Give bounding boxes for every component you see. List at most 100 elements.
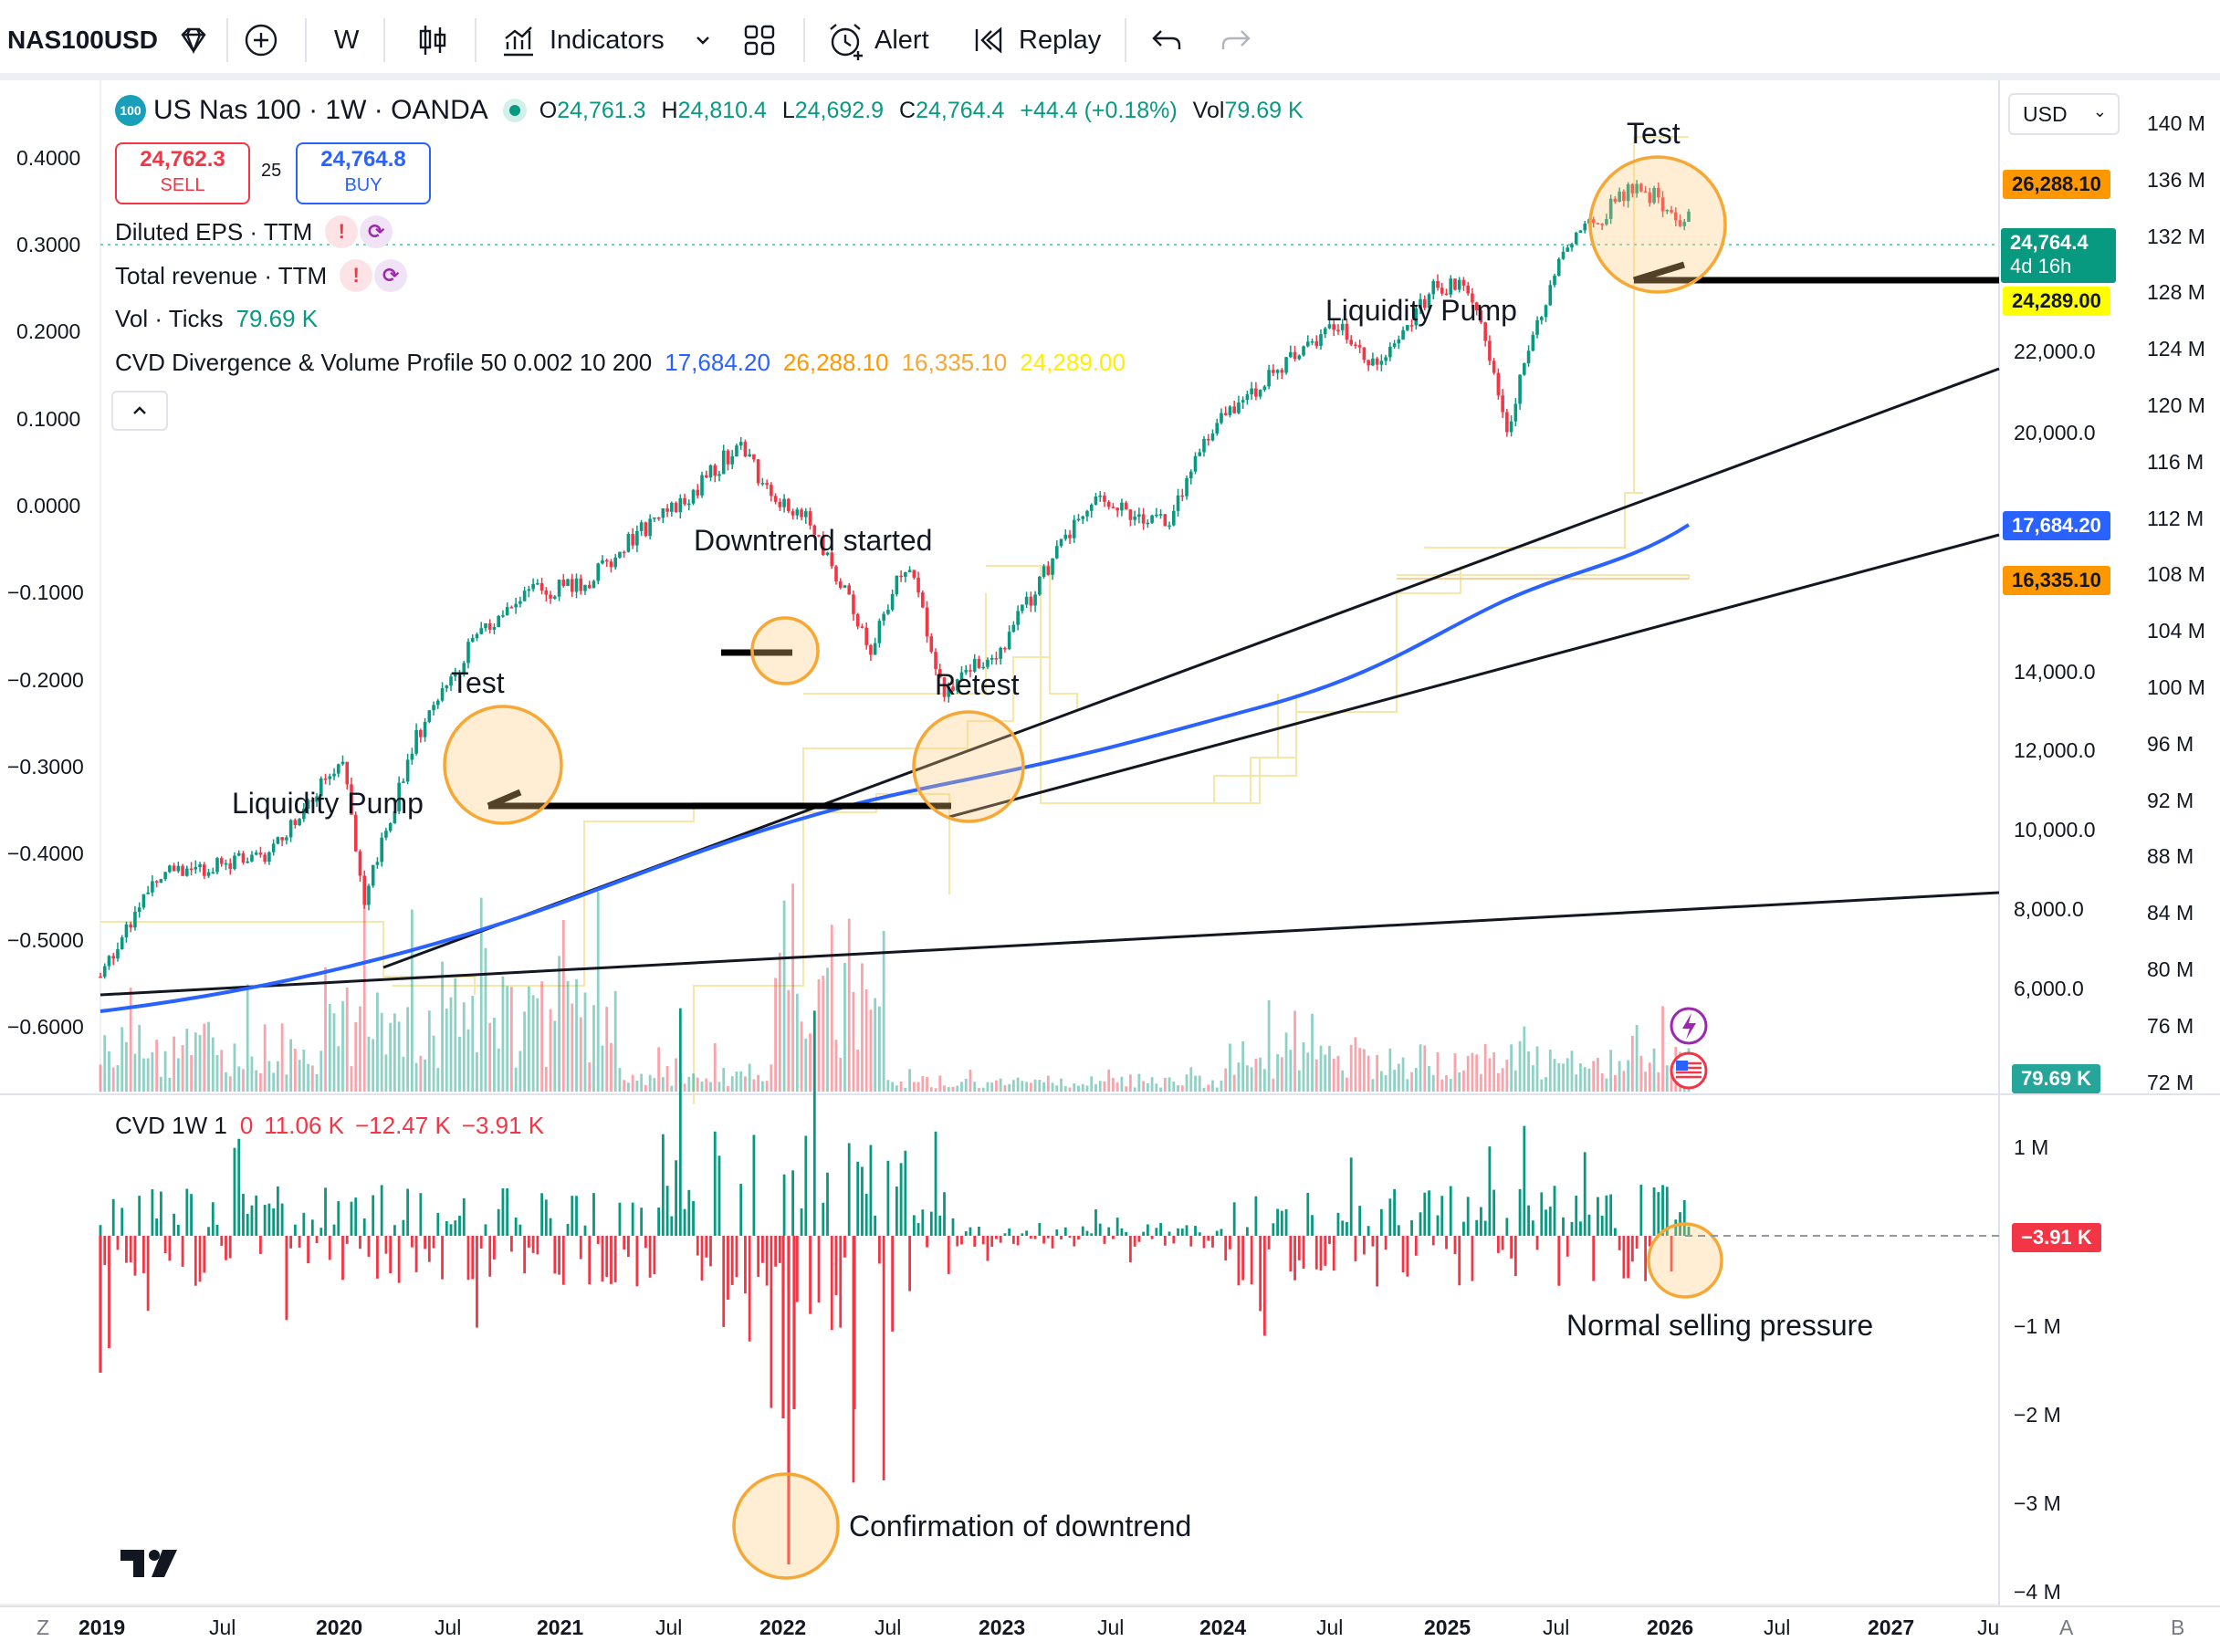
candle-body (1523, 363, 1526, 375)
time-axis-label: Jul (1543, 1615, 1570, 1639)
collapse-legend-button[interactable] (111, 391, 168, 431)
warning-icon[interactable]: ! (325, 215, 359, 248)
candle-body (168, 865, 172, 873)
volume-bar (1557, 1062, 1561, 1092)
redo-icon[interactable] (1220, 15, 1252, 66)
indicator-cvd-vp-row[interactable]: CVD Divergence & Volume Profile 50 0.002… (115, 349, 1126, 377)
candle-body (1509, 421, 1513, 433)
cvd-bar (929, 1211, 933, 1236)
candle-body (375, 862, 380, 865)
chart-canvas[interactable] (0, 80, 2220, 1652)
cvd-bar (596, 1236, 600, 1244)
currency-select[interactable]: USD ⌄ (2008, 93, 2120, 135)
cvd-bar (661, 1134, 665, 1236)
candle-body (1561, 251, 1566, 259)
volume-bar (1098, 1081, 1102, 1092)
chevron-down-icon[interactable] (692, 15, 714, 66)
cvd-bar (211, 1202, 215, 1236)
symbol-title[interactable]: US Nas 100 · 1W · OANDA (153, 95, 488, 125)
volume-bar (531, 995, 535, 1092)
indicator-eps-row[interactable]: Diluted EPS · TTM ! ⟳ (115, 215, 393, 248)
volume-axis-label: 96 M (2147, 731, 2194, 756)
cvd-bar (735, 1236, 738, 1278)
candle-body (843, 585, 847, 588)
replay-button[interactable]: Replay (971, 15, 1101, 66)
candle-body (738, 442, 743, 446)
candle-body (1272, 370, 1275, 373)
volume-bar (1562, 1063, 1565, 1092)
volume-bar (1237, 1062, 1241, 1092)
volume-bar (289, 1039, 293, 1092)
cvd-bar (1324, 1236, 1327, 1266)
volume-bar (108, 1051, 110, 1092)
volume-bar (1462, 1070, 1465, 1092)
auto-scale-button[interactable]: A (2059, 1615, 2074, 1639)
indicator-vol-ticks-row[interactable]: Vol · Ticks 79.69 K (115, 305, 318, 333)
volume-bar (410, 909, 414, 1092)
volume-bar (675, 1058, 677, 1092)
volume-bar (774, 978, 778, 1092)
cvd-bar (328, 1236, 331, 1260)
volume-bar (951, 1086, 955, 1092)
cvd-bar (1229, 1236, 1231, 1249)
cvd-bar (882, 1236, 885, 1480)
volume-bar (891, 1082, 895, 1092)
cvd-bar (1496, 1236, 1500, 1253)
candle-body (804, 511, 808, 518)
indicator-revenue-row[interactable]: Total revenue · TTM ! ⟳ (115, 259, 408, 292)
volume-bar (683, 1083, 686, 1092)
volume-bar (1038, 1080, 1042, 1092)
volume-bar (558, 956, 560, 1092)
cvd-pane-legend[interactable]: CVD 1W 1 0 11.06 K −12.47 K −3.91 K (115, 1112, 544, 1140)
layout-grid-icon[interactable] (741, 15, 778, 66)
cvd-bar (804, 1135, 808, 1236)
volume-bar (302, 1050, 306, 1092)
candle-body (236, 852, 241, 856)
lightning-event-icon[interactable] (1670, 1007, 1708, 1045)
warning-icon[interactable]: ! (340, 259, 373, 292)
volume-bar (414, 1062, 418, 1092)
refresh-icon[interactable]: ⟳ (374, 259, 408, 292)
cvd-bar (926, 1236, 928, 1248)
cvd-bar (544, 1199, 548, 1236)
volume-bar (1618, 1061, 1621, 1092)
interval-button[interactable]: W (334, 25, 360, 55)
symbol-search-button[interactable]: NAS100USD (7, 26, 158, 54)
diamond-icon[interactable] (175, 15, 212, 66)
cvd-bar (1614, 1228, 1617, 1236)
price-candles (99, 180, 1691, 979)
add-symbol-icon[interactable] (243, 15, 279, 66)
cvd-bar (298, 1236, 301, 1248)
time-axis-label: 2020 (316, 1615, 363, 1639)
cvd-bar (947, 1236, 950, 1274)
candles-icon[interactable] (414, 15, 451, 66)
alert-button[interactable]: Alert (825, 15, 929, 66)
symbol-logo-badge: 100 (115, 95, 146, 126)
cvd-bar (237, 1138, 241, 1236)
candle-body (1357, 345, 1362, 348)
volume-bar (1492, 1052, 1496, 1092)
cvd-bar (1068, 1236, 1072, 1239)
volume-bar (1185, 1074, 1189, 1092)
cvd-bar (1008, 1229, 1011, 1236)
refresh-icon[interactable]: ⟳ (360, 215, 393, 248)
candle-body (904, 571, 907, 577)
volume-bars (99, 884, 1691, 1092)
top-toolbar: NAS100USD W Indicators Alert Replay (0, 0, 2220, 80)
volume-bar (830, 925, 833, 1092)
candle-body (1345, 323, 1349, 340)
indicators-button[interactable]: Indicators (500, 15, 665, 66)
log-scale-button[interactable]: B (2171, 1615, 2185, 1639)
volume-bar (1510, 1044, 1513, 1092)
cvd-bar (683, 1208, 686, 1236)
cvd-bar (402, 1219, 405, 1236)
timezone-button[interactable]: Z (37, 1615, 50, 1639)
cvd-bar (1172, 1236, 1176, 1244)
volume-bar (981, 1087, 985, 1092)
us-flag-event-icon[interactable] (1670, 1051, 1708, 1090)
buy-button[interactable]: 24,764.8 BUY (296, 142, 431, 204)
candle-body (211, 872, 215, 874)
undo-icon[interactable] (1150, 15, 1183, 66)
candle-body (271, 843, 276, 852)
sell-button[interactable]: 24,762.3 SELL (115, 142, 250, 204)
